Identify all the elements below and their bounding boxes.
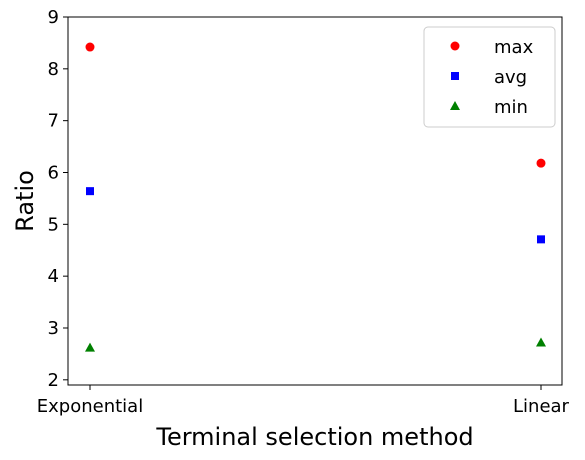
y-tick-label: 8 [48, 59, 59, 80]
data-point-max [85, 42, 95, 52]
x-tick-label: Exponential [37, 396, 143, 417]
data-point-avg [86, 187, 94, 196]
x-axis-label: Terminal selection method [155, 423, 473, 451]
x-tick-label: Linear [513, 396, 570, 417]
legend-label-max: max [494, 37, 534, 58]
y-axis-ticks: 2 3 4 5 6 7 8 9 [48, 7, 68, 391]
data-point-min [536, 337, 546, 347]
axes-frame [67, 16, 563, 386]
legend-marker-min [450, 101, 460, 110]
plot-area [85, 42, 546, 352]
legend-box [423, 26, 556, 128]
data-point-max [536, 158, 546, 168]
legend-label-avg: avg [494, 67, 527, 88]
x-axis-ticks: Exponential Linear [37, 385, 570, 417]
y-tick-label: 9 [48, 7, 59, 28]
legend-marker-avg [451, 72, 459, 80]
legend: max avg min [423, 26, 556, 128]
legend-label-min: min [494, 97, 528, 118]
y-tick-label: 3 [48, 318, 59, 339]
data-point-min [85, 342, 95, 352]
data-point-avg [537, 235, 545, 244]
legend-marker-max [450, 41, 460, 51]
y-tick-label: 7 [48, 111, 59, 132]
y-tick-label: 4 [48, 266, 59, 287]
y-tick-label: 5 [48, 214, 59, 235]
y-axis-label: Ratio [11, 170, 39, 232]
y-tick-label: 6 [48, 162, 59, 183]
y-tick-label: 2 [48, 370, 59, 391]
